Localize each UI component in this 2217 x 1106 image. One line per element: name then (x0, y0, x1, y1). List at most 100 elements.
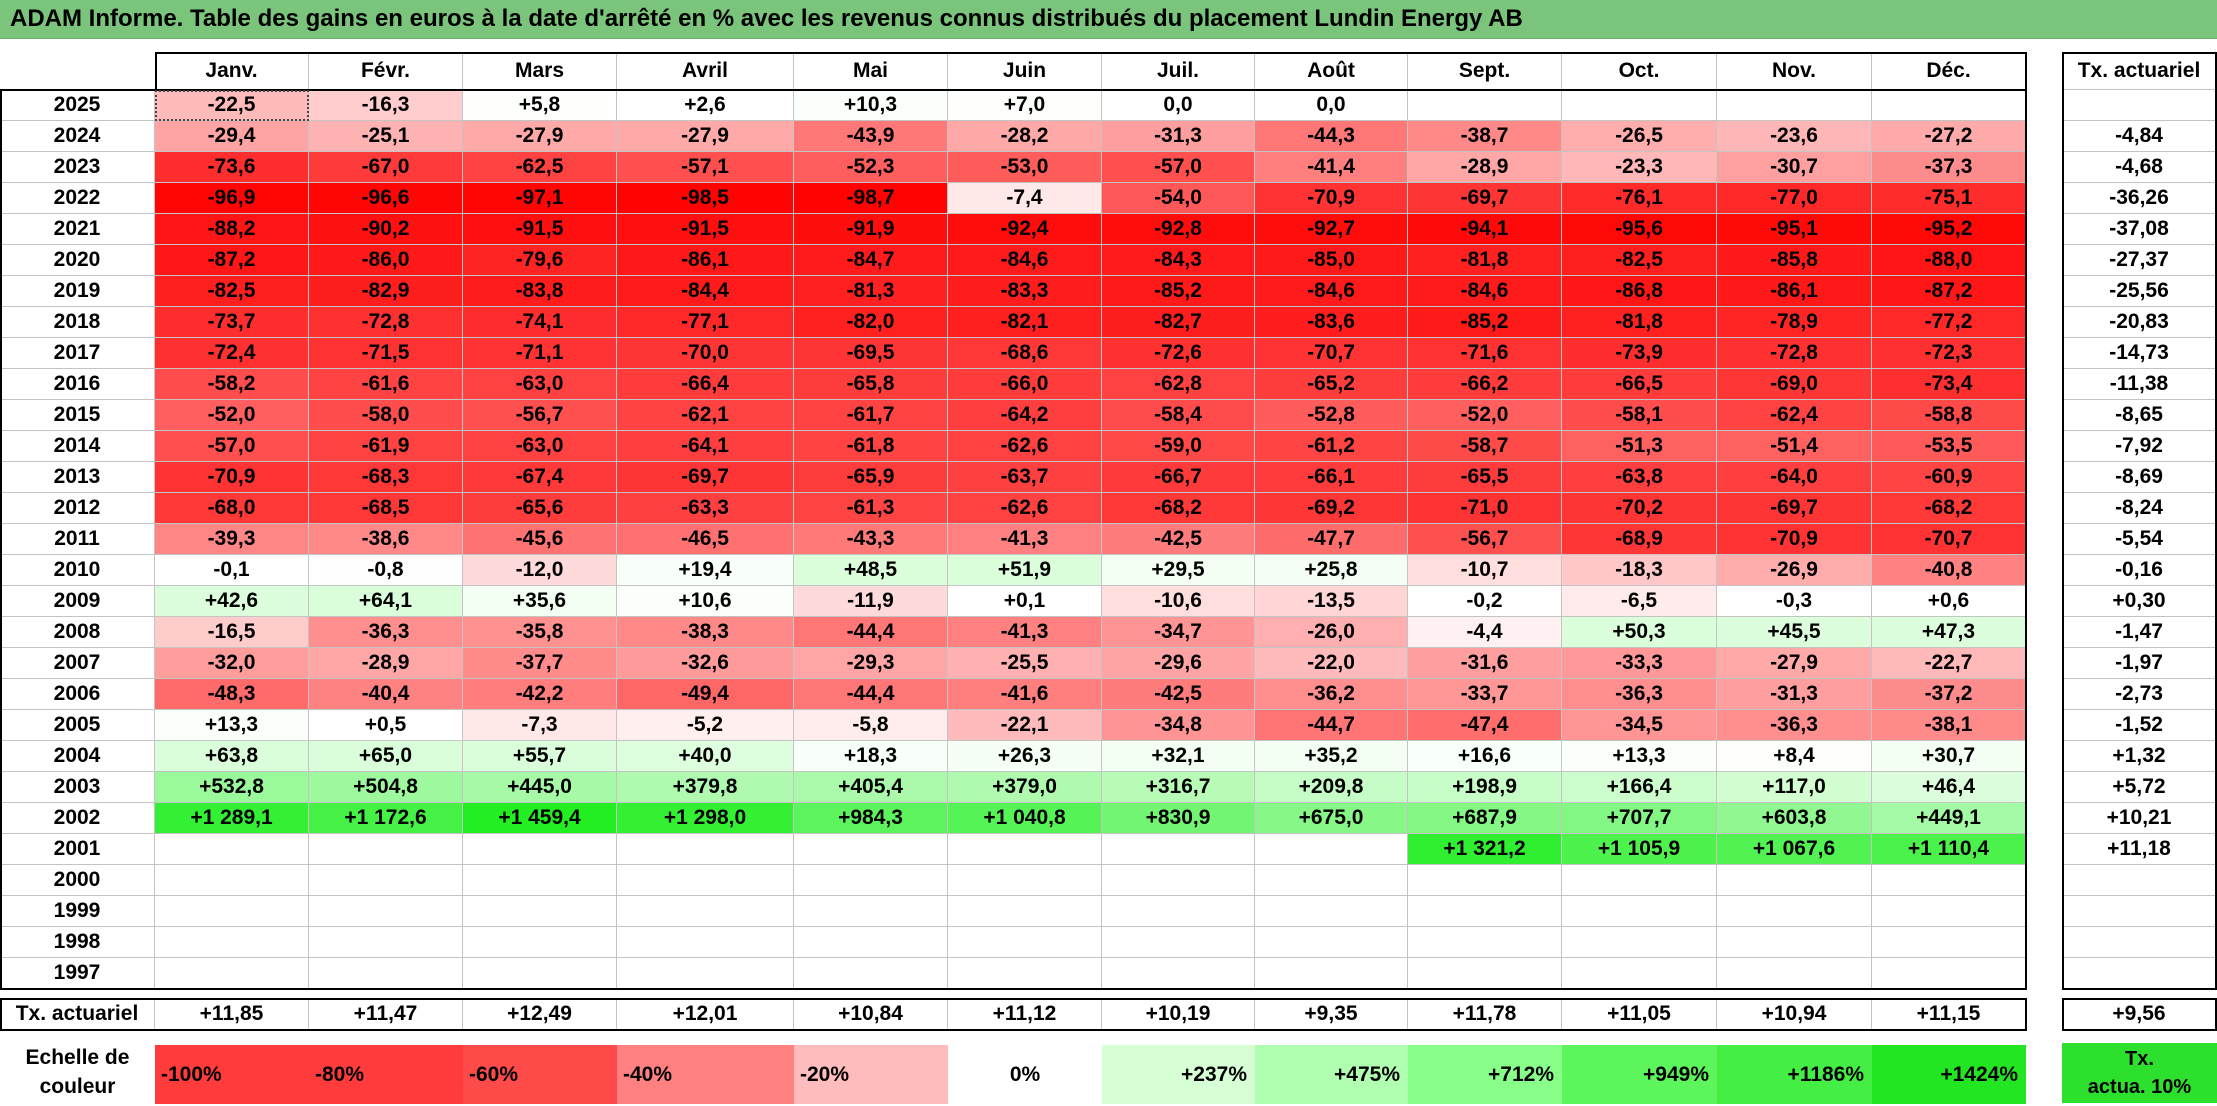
value-cell: -7,3 (463, 710, 617, 741)
value-cell: +1 067,6 (1717, 834, 1872, 865)
value-cell (309, 958, 463, 989)
tx-cell: -8,69 (2062, 462, 2217, 493)
value-cell: -77,1 (617, 307, 794, 338)
value-cell: -62,6 (948, 493, 1102, 524)
value-cell: -82,1 (948, 307, 1102, 338)
value-cell: -34,7 (1102, 617, 1255, 648)
year-label: 2020 (0, 245, 155, 276)
value-cell: +13,3 (155, 710, 309, 741)
value-cell: +532,8 (155, 772, 309, 803)
value-cell: -40,8 (1872, 555, 2026, 586)
value-cell (463, 958, 617, 989)
value-cell (155, 896, 309, 927)
value-cell (309, 834, 463, 865)
year-label: 2018 (0, 307, 155, 338)
value-cell: -45,6 (463, 524, 617, 555)
value-cell (617, 865, 794, 896)
value-cell: +42,6 (155, 586, 309, 617)
value-cell: -69,2 (1255, 493, 1408, 524)
value-cell: -82,7 (1102, 307, 1255, 338)
tx-cell: -20,83 (2062, 307, 2217, 338)
tx-cell: -7,92 (2062, 431, 2217, 462)
value-cell: -59,0 (1102, 431, 1255, 462)
value-cell: -84,7 (794, 245, 948, 276)
value-cell: -37,3 (1872, 152, 2026, 183)
value-cell: -47,4 (1408, 710, 1562, 741)
summary-cell: +11,12 (948, 998, 1102, 1030)
value-cell: +35,2 (1255, 741, 1408, 772)
value-cell: -67,4 (463, 462, 617, 493)
value-cell: -28,2 (948, 121, 1102, 152)
tx-cell: -27,37 (2062, 245, 2217, 276)
value-cell: +1 105,9 (1562, 834, 1717, 865)
value-cell: -63,7 (948, 462, 1102, 493)
value-cell: +166,4 (1562, 772, 1717, 803)
value-cell: -28,9 (309, 648, 463, 679)
legend-swatch: +1186% (1717, 1045, 1872, 1104)
value-cell (794, 927, 948, 958)
value-cell: -22,0 (1255, 648, 1408, 679)
value-cell: -51,4 (1717, 431, 1872, 462)
value-cell: +504,8 (309, 772, 463, 803)
value-cell: -73,6 (155, 152, 309, 183)
year-label: 1998 (0, 927, 155, 958)
value-cell (1255, 958, 1408, 989)
value-cell: -70,9 (1255, 183, 1408, 214)
value-cell: +117,0 (1717, 772, 1872, 803)
tx-cell: -8,24 (2062, 493, 2217, 524)
value-cell: -12,0 (463, 555, 617, 586)
value-cell: -52,3 (794, 152, 948, 183)
value-cell: -37,2 (1872, 679, 2026, 710)
value-cell: -88,2 (155, 214, 309, 245)
tx-cell: -37,08 (2062, 214, 2217, 245)
legend-label-line2: couleur (39, 1075, 116, 1098)
value-cell: -64,2 (948, 400, 1102, 431)
year-label: 2016 (0, 369, 155, 400)
value-cell: +5,8 (463, 90, 617, 121)
value-cell: -68,2 (1102, 493, 1255, 524)
value-cell: -18,3 (1562, 555, 1717, 586)
value-cell: -83,6 (1255, 307, 1408, 338)
value-cell: -86,0 (309, 245, 463, 276)
year-label: 2003 (0, 772, 155, 803)
value-cell: -25,5 (948, 648, 1102, 679)
value-cell: +1 289,1 (155, 803, 309, 834)
value-cell: -84,3 (1102, 245, 1255, 276)
value-cell: +18,3 (794, 741, 948, 772)
value-cell: -57,1 (617, 152, 794, 183)
column-header-3: Avril (617, 52, 794, 90)
summary-cell: +10,84 (794, 998, 948, 1030)
legend-swatch: -60% (463, 1045, 617, 1104)
value-cell: -75,1 (1872, 183, 2026, 214)
summary-cell: +12,49 (463, 998, 617, 1030)
tx-cell: +10,21 (2062, 803, 2217, 834)
year-label: 2005 (0, 710, 155, 741)
value-cell: -79,6 (463, 245, 617, 276)
value-cell: -84,4 (617, 276, 794, 307)
value-cell (1872, 865, 2026, 896)
value-cell (1562, 90, 1717, 121)
legend-swatch: +237% (1102, 1045, 1255, 1104)
value-cell: -47,7 (1255, 524, 1408, 555)
value-cell: -53,0 (948, 152, 1102, 183)
value-cell: +1 459,4 (463, 803, 617, 834)
column-header-10: Nov. (1717, 52, 1872, 90)
value-cell: -27,2 (1872, 121, 2026, 152)
column-header-9: Oct. (1562, 52, 1717, 90)
year-label: 2008 (0, 617, 155, 648)
value-cell: -13,5 (1255, 586, 1408, 617)
value-cell: -66,0 (948, 369, 1102, 400)
value-cell: -71,5 (309, 338, 463, 369)
value-cell: -97,1 (463, 183, 617, 214)
value-cell: +316,7 (1102, 772, 1255, 803)
value-cell: -73,9 (1562, 338, 1717, 369)
tx-cell: -1,97 (2062, 648, 2217, 679)
value-cell: -33,7 (1408, 679, 1562, 710)
value-cell: -34,8 (1102, 710, 1255, 741)
value-cell (948, 834, 1102, 865)
value-cell: -62,5 (463, 152, 617, 183)
value-cell (1562, 958, 1717, 989)
value-cell: -71,6 (1408, 338, 1562, 369)
value-cell: -76,1 (1562, 183, 1717, 214)
column-header-8: Sept. (1408, 52, 1562, 90)
